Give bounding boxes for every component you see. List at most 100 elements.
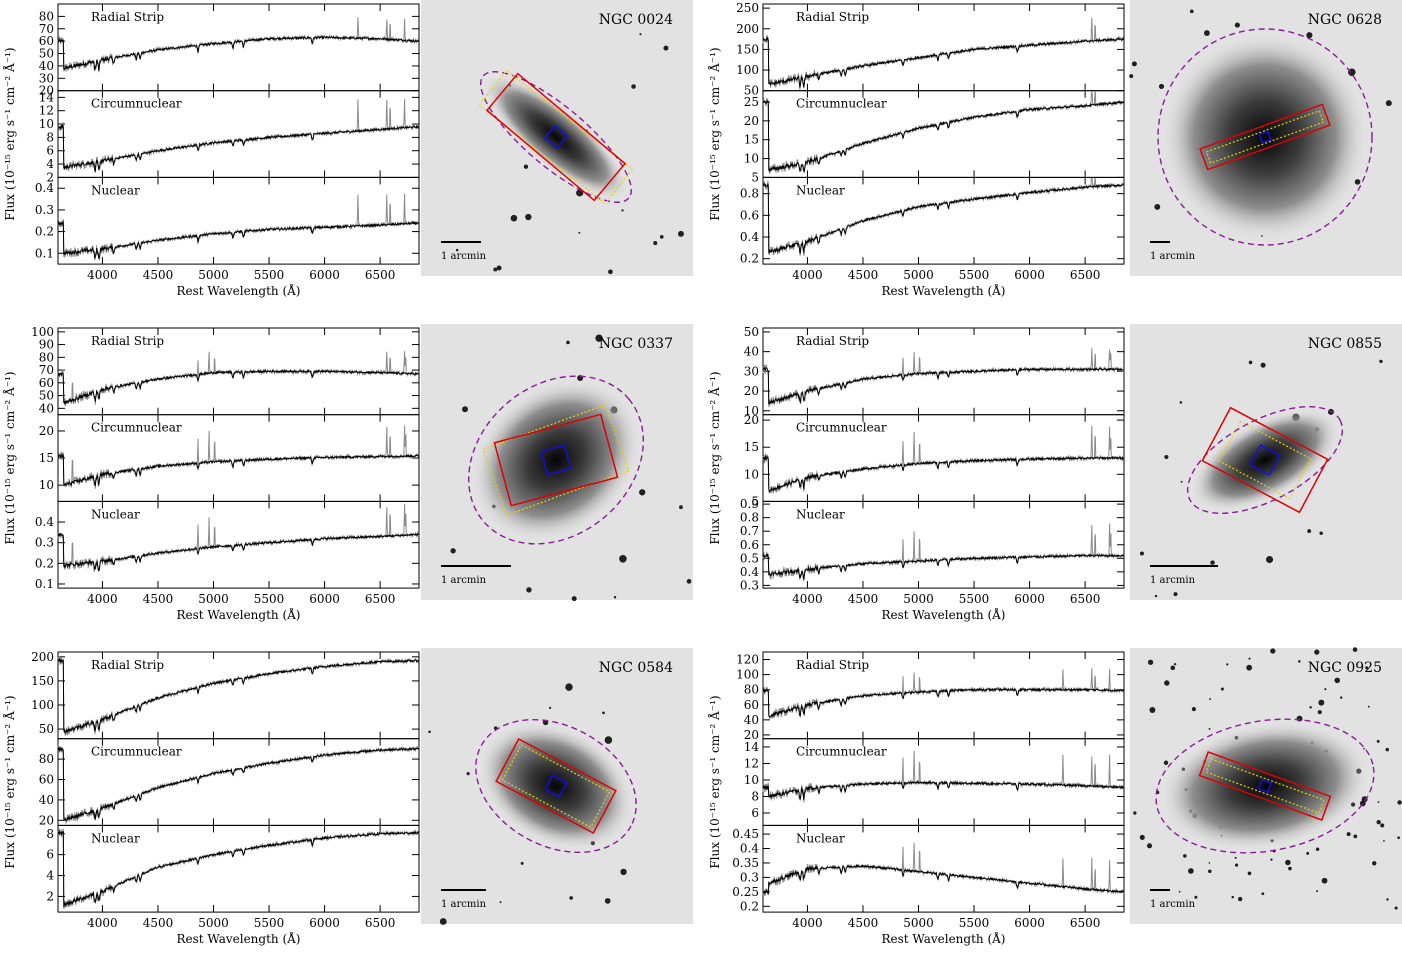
y-tick-label: 20	[39, 424, 54, 438]
y-tick-label: 14	[39, 90, 55, 104]
star	[1385, 747, 1389, 752]
y-tick-label: 60	[39, 376, 54, 390]
y-tick-label: 60	[39, 773, 54, 787]
model-spectrum	[762, 687, 1124, 718]
scale-bar-label: 1 arcmin	[1150, 899, 1196, 910]
y-tick-label: 10	[39, 117, 54, 131]
y-tick-label: 0.4	[35, 181, 54, 195]
star	[1146, 843, 1153, 849]
x-tick-label: 4000	[87, 268, 118, 282]
star	[595, 334, 603, 342]
y-tick-label: 12	[744, 756, 759, 770]
scale-bar-label: 1 arcmin	[441, 899, 487, 910]
x-tick-label: 6000	[1014, 268, 1045, 282]
spectrum-block-1: 50 100 150 200 250 Radial Strip 5 10 15 20 25 Circu…	[707, 0, 1402, 298]
star	[604, 898, 611, 904]
circumnuclear-region	[501, 744, 611, 828]
y-tick-label: 6	[46, 848, 54, 862]
y-tick-label: 200	[31, 650, 54, 664]
circumnuclear-region	[1218, 420, 1312, 500]
star	[1178, 890, 1181, 893]
y-tick-label: 0.4	[35, 515, 54, 529]
y-tick-label: 4	[46, 869, 54, 883]
star	[653, 241, 658, 246]
galaxy-image: NGC 0925 1 arcmin	[1130, 647, 1402, 924]
galaxy-body	[473, 380, 639, 540]
panel-label: Nuclear	[91, 831, 140, 845]
star	[1170, 665, 1176, 671]
star	[1340, 696, 1343, 699]
star	[1248, 360, 1253, 365]
star	[1372, 861, 1377, 866]
y-tick-label: 0.45	[732, 827, 759, 841]
observed-spectrum	[762, 842, 1125, 897]
star	[1380, 823, 1385, 828]
star	[1298, 660, 1301, 663]
galaxy-name: NGC 0337	[599, 336, 673, 352]
y-axis-title: Flux (10⁻¹⁵ erg s⁻¹ cm⁻² Å⁻¹)	[2, 371, 17, 544]
star	[1129, 74, 1134, 79]
panel-label: Nuclear	[796, 507, 845, 521]
aperture-ellipse	[1186, 406, 1344, 514]
y-tick-label: 40	[744, 345, 759, 359]
nuclear-aperture	[544, 774, 568, 798]
x-tick-label: 5500	[959, 268, 990, 282]
x-tick-label: 6000	[309, 592, 340, 606]
radial-strip-aperture	[1198, 751, 1332, 821]
model-spectrum	[762, 780, 1124, 801]
x-tick-label: 6500	[1070, 592, 1101, 606]
panel-frame	[57, 824, 420, 913]
radial-strip-aperture	[495, 737, 617, 835]
x-tick-label: 5000	[198, 592, 229, 606]
panel-frame	[762, 824, 1125, 913]
y-tick-label: 80	[39, 752, 54, 766]
star	[1397, 800, 1402, 805]
scale-bar-label: 1 arcmin	[441, 575, 487, 586]
x-tick-label: 5500	[254, 268, 285, 282]
panel-label: Circumnuclear	[796, 745, 887, 759]
star	[466, 772, 470, 776]
star	[1139, 551, 1145, 556]
y-tick-label: 10	[39, 478, 54, 492]
star	[1231, 895, 1234, 899]
star	[1315, 847, 1320, 851]
star	[571, 596, 577, 602]
star	[677, 230, 684, 237]
star	[1397, 836, 1400, 840]
y-tick-label: 0.4	[740, 842, 759, 856]
nuclear-aperture	[1258, 130, 1272, 144]
y-tick-label: 0.3	[35, 203, 54, 217]
model-spectrum	[762, 454, 1124, 493]
y-tick-label: 100	[736, 668, 759, 682]
y-tick-label: 6	[46, 144, 54, 158]
star	[1234, 22, 1240, 28]
panel-label: Circumnuclear	[91, 745, 182, 759]
y-tick-label: 80	[39, 350, 54, 364]
star	[619, 555, 627, 563]
star	[525, 213, 532, 221]
y-tick-label: 15	[744, 440, 759, 454]
star	[1270, 648, 1276, 654]
star	[1334, 677, 1341, 684]
y-tick-label: 40	[39, 401, 54, 415]
y-axis-title: Flux (10⁻¹⁵ erg s⁻¹ cm⁻² Å⁻¹)	[707, 47, 722, 220]
y-tick-label: 0.1	[35, 577, 54, 591]
star	[1383, 840, 1385, 842]
star	[1139, 834, 1145, 840]
y-tick-label: 30	[39, 71, 54, 85]
star	[578, 231, 581, 234]
observed-spectrum	[762, 668, 1125, 721]
star	[659, 235, 664, 239]
y-tick-label: 60	[39, 34, 54, 48]
model-spectrum	[57, 829, 419, 908]
scale-bar-label: 1 arcmin	[1150, 251, 1196, 262]
y-tick-label: 12	[39, 104, 54, 118]
star	[1131, 61, 1137, 67]
x-tick-label: 4500	[848, 916, 879, 930]
observed-spectrum	[762, 750, 1124, 803]
y-tick-label: 250	[736, 1, 759, 15]
star	[1220, 687, 1224, 691]
star	[1316, 890, 1319, 893]
